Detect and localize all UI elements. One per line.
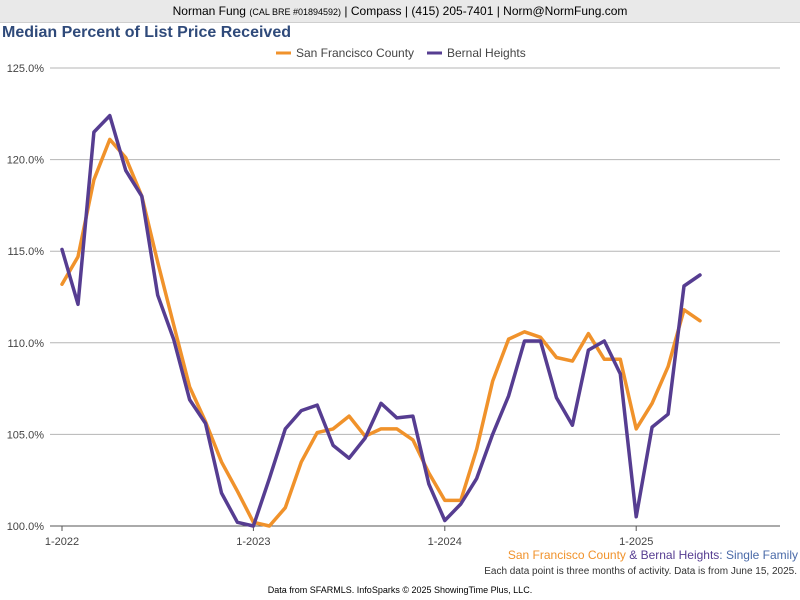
grid-layer <box>50 67 780 527</box>
caption-series-a: San Francisco County <box>507 548 626 562</box>
y-tick-label: 100.0% <box>7 521 45 533</box>
x-tick-label: 1-2023 <box>236 536 270 548</box>
y-tick-label: 125.0% <box>7 63 45 75</box>
y-tick-label: 120.0% <box>7 155 45 167</box>
data-note: Each data point is three months of activ… <box>484 566 797 577</box>
chart-title: Median Percent of List Price Received <box>2 24 291 41</box>
legend: San Francisco County Bernal Heights <box>276 46 526 60</box>
contact-info: | Compass | (415) 205-7401 | Norm@NormFu… <box>344 4 628 18</box>
caption-series-b: Bernal Heights <box>640 548 720 562</box>
series-layer <box>60 113 702 528</box>
y-tick-label: 110.0% <box>8 338 45 350</box>
license-number: (CAL BRE #01894592) <box>249 7 342 17</box>
x-tick-label: 1-2025 <box>619 536 653 548</box>
caption-suffix: : Single Family <box>719 548 798 562</box>
chart-caption: San Francisco County & Bernal Heights: S… <box>508 548 798 562</box>
legend-item-bernal-heights: Bernal Heights <box>447 46 526 60</box>
axis-layer: 100.0% 105.0% 110.0% 115.0% 120.0% 125.0% 1-20… <box>7 63 654 548</box>
y-tick-label: 115.0% <box>8 246 45 258</box>
legend-item-san-francisco-county: San Francisco County <box>296 46 414 60</box>
caption-connector: & <box>625 548 641 562</box>
san-francisco-county-line <box>60 137 702 528</box>
x-tick-label: 1-2022 <box>45 536 79 548</box>
x-tick-label: 1-2024 <box>428 536 462 548</box>
agent-name: Norman Fung <box>172 4 246 18</box>
header-bar: Norman Fung (CAL BRE #01894592) | Compas… <box>0 0 800 23</box>
bernal-heights-line <box>60 113 702 528</box>
y-tick-label: 105.0% <box>7 429 45 441</box>
source-footer: Data from SFARMLS. InfoSparks © 2025 Sho… <box>267 585 533 595</box>
